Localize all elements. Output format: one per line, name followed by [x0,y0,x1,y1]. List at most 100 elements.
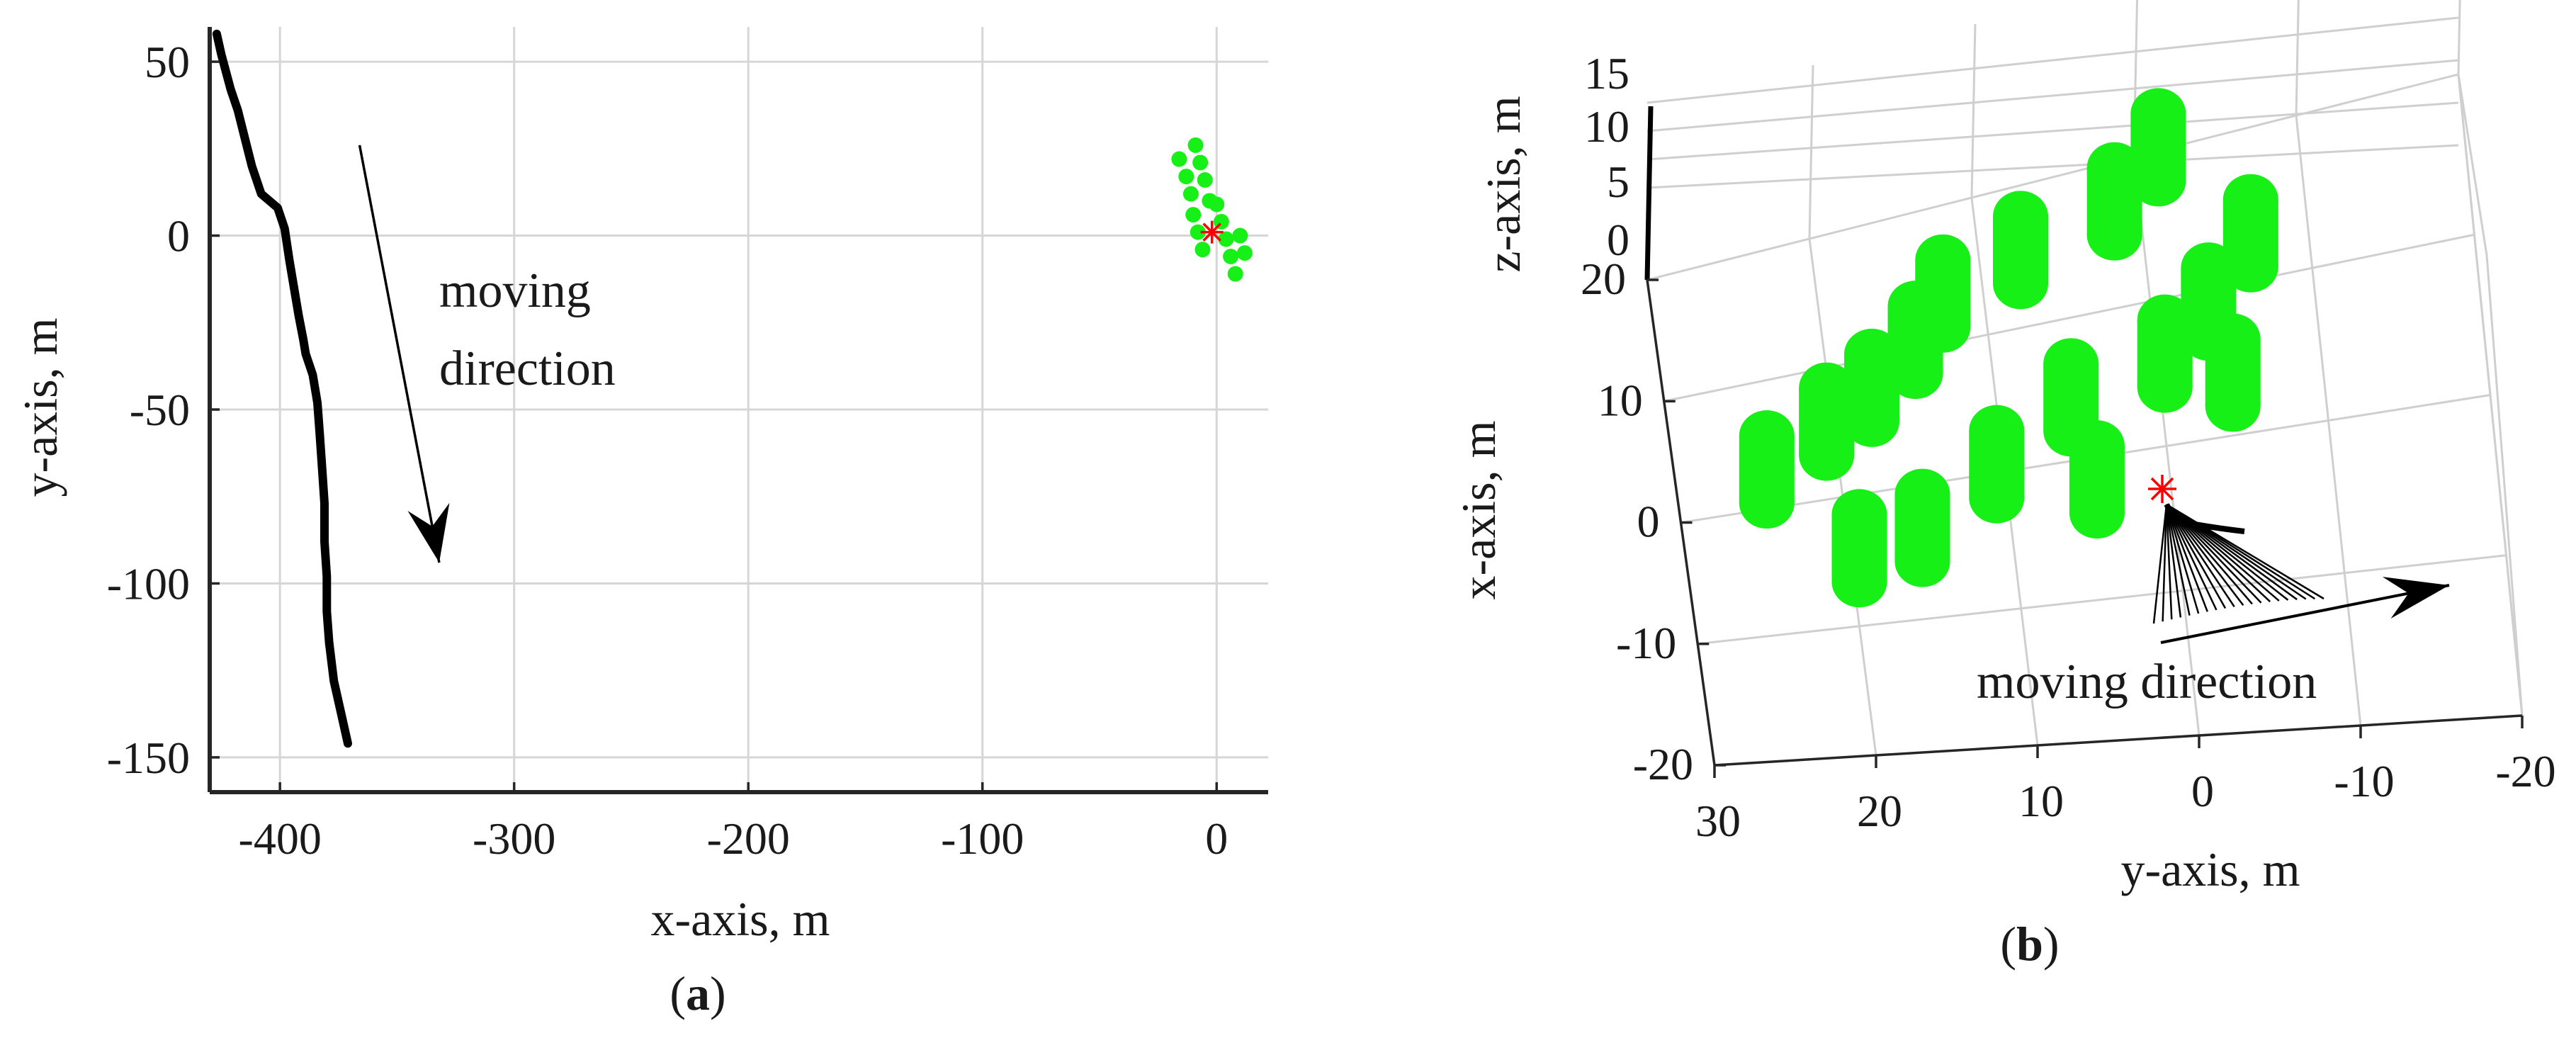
obstacle-cylinder-bottom [1969,472,2025,524]
panel-a-x-tick-label: 0 [1205,813,1228,864]
obstacle-cylinder-top [1993,191,2048,242]
panel-b-y-tick-label: 0 [2191,766,2214,816]
obstacle-cylinder-top [1831,489,1887,541]
panel-b-wall-gridline [1808,64,1814,239]
obstacle-cylinder-top [1887,281,1943,332]
obstacle-point [1218,231,1234,247]
panel-a-y-axis-label: y-axis, m [13,317,67,497]
obstacle-point [1236,245,1253,261]
obstacle-cylinder-top [1969,405,2025,456]
obstacle-cylinder-bottom [2086,209,2142,261]
panel-b-floor-gridline [1697,554,2507,645]
panel-a-obstacles [1171,137,1253,282]
target-star-stroke [2150,477,2174,501]
obstacle-cylinder-bottom [1844,395,1900,447]
panel-a-annotation-line-2: direction [439,342,616,396]
obstacle-point [1194,242,1211,258]
obstacle-point [1232,227,1248,244]
panel-b-y-axis-line [1714,714,2523,767]
panel-b-y-tick-labels: 30 20 10 0 -10 -20 [1695,746,2556,846]
direction-arrow-shaft [358,145,441,563]
trajectory-ray [2165,504,2235,607]
trajectory-start-segment [2164,503,2245,534]
panel-b-x-axis-label: x-axis, m [1452,420,1506,599]
direction-arrow-head [2382,577,2449,619]
obstacle-cylinder-top [2205,313,2261,365]
panel-b-wall-gridline [1646,59,2459,132]
trajectory-ray [2165,504,2191,616]
obstacle-cylinder-top [1739,410,1795,462]
obstacle-point [1223,249,1239,264]
obstacle-point [1178,169,1194,185]
panel-a-annotation-line-1: moving [439,264,591,318]
panel-b-obstacle-cylinders [1739,88,2278,608]
panel-b-x-tick-label: 20 [1581,254,1626,304]
trajectory-ray [2165,504,2208,612]
panel-a-direction-arrow [358,145,450,563]
panel-a-x-tick-label: -400 [239,813,322,864]
panel-b-caption: (b) [2000,917,2059,971]
panel-b-y-axis-label: y-axis, m [2120,842,2300,896]
panel-b-z-tick-label: 15 [1584,48,1629,98]
panel-b-direction-arrow [2160,577,2450,644]
obstacle-cylinder-bottom [1739,478,1795,529]
trajectory-ray [2165,504,2218,611]
panel-b-wall-gridline [2457,0,2461,75]
obstacle-point [1190,224,1206,240]
panel-a-y-tick-label: 50 [145,37,190,87]
panel-a-y-tick-label: -50 [130,385,190,435]
obstacle-cylinder-top [1915,234,1971,286]
panel-b-y-tick-label: 10 [2018,776,2064,826]
obstacle-point [1227,266,1243,282]
obstacle-cylinder-top [2130,88,2186,140]
obstacle-cylinder-bottom [2137,361,2193,413]
panel-b-z-tick-label: 5 [1607,157,1629,207]
panel-b-target-marker [2148,475,2176,503]
obstacle-cylinder-top [1844,328,1900,380]
obstacle-cylinder-bottom [1993,258,2048,310]
obstacle-point [1182,186,1199,202]
panel-a-2d-trajectory: moving direction -400 -300 -200 -100 0 50 0 -5… [13,27,1268,1020]
panel-a-y-tick-label: -150 [107,733,190,783]
direction-arrow-head [407,502,450,563]
panel-b-z-tick-label: 0 [1607,215,1629,265]
panel-b-y-tick-label: 30 [1695,796,1741,846]
panel-b-trajectory-fan [2152,503,2324,624]
panel-b-wall-gridline [1646,101,2459,161]
panel-a-y-tick-label: 0 [167,211,190,261]
obstacle-cylinder-bottom [1887,348,1943,400]
obstacle-cylinder-bottom [2222,241,2278,293]
obstacle-cylinder-bottom [2069,487,2125,539]
panel-b-z-axis-label: z-axis, m [1476,96,1530,272]
obstacle-cylinder-top [2069,420,2125,472]
panel-b-x-tick-label: -10 [1616,618,1676,668]
panel-a-y-tick-labels: 50 0 -50 -100 -150 [107,37,190,783]
panel-a-x-tick-label: -100 [941,813,1024,864]
obstacle-cylinder-top [2043,338,2099,390]
obstacle-point [1192,154,1209,171]
obstacle-cylinder-top [1799,362,1855,414]
obstacle-cylinder-top [2137,294,2193,346]
obstacle-cylinder-bottom [1831,556,1887,608]
target-star-stroke [1202,222,1221,242]
panel-a-x-axis-label: x-axis, m [650,892,830,946]
trajectory-ray [2165,504,2182,618]
panel-b-annotation: moving direction [1977,655,2317,709]
panel-b-axes [1644,106,2524,778]
panel-a-y-tick-label: -100 [107,558,190,609]
trajectory-ray [2152,504,2168,624]
trajectory-ray [2166,504,2244,607]
trajectory-ray [2166,503,2324,600]
obstacle-cylinder-bottom [1894,536,1950,587]
obstacle-cylinder-top [2181,242,2237,294]
panel-b-y-tick-label: -10 [2334,756,2394,806]
panel-a-caption: (a) [670,966,725,1020]
obstacle-cylinder-top [2222,174,2278,225]
panel-b-x-tick-labels: 20 10 0 -10 -20 [1581,254,1693,789]
panel-b-wall-gridline [1970,23,1977,198]
panel-b-floor-gridline [1663,233,2475,402]
trajectory-ray [2165,504,2173,620]
